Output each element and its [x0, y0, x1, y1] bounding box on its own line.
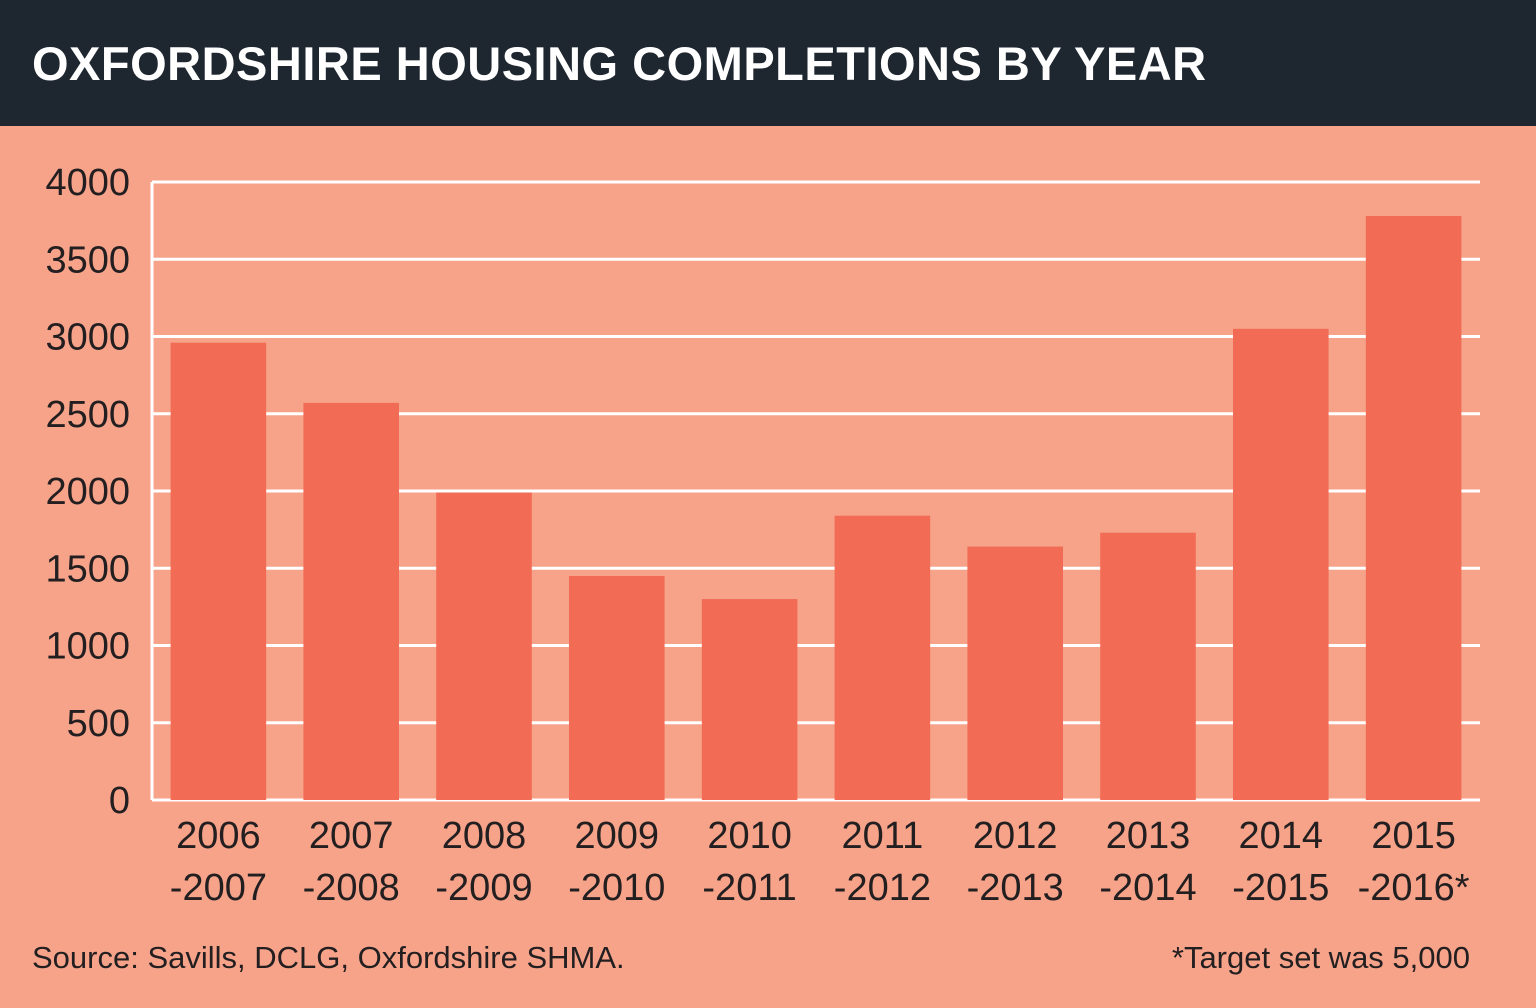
x-tick-label-line: 2009	[575, 815, 660, 857]
x-tick-label: 2008 -2009	[435, 815, 532, 909]
bar-2014	[1233, 328, 1329, 800]
bar-2013	[1100, 532, 1196, 800]
y-tick-label: 1000	[45, 626, 130, 668]
x-tick-label-line: 2015	[1371, 815, 1456, 857]
bar-2008	[436, 492, 532, 800]
x-tick-label: 2011 -2012	[834, 815, 931, 909]
x-tick-label: 2015 -2016*	[1358, 815, 1470, 909]
x-tick-label-line: 2007	[309, 815, 394, 857]
x-tick-label: 2013 -2014	[1099, 815, 1196, 909]
y-tick-label: 2500	[45, 394, 130, 436]
x-tick-label-line: 2012	[973, 815, 1058, 857]
x-tick-label-line: -2011	[702, 867, 796, 909]
x-tick-label: 2007 -2008	[303, 815, 400, 909]
x-tick-label-line: 2011	[842, 815, 924, 857]
chart-title: OXFORDSHIRE HOUSING COMPLETIONS BY YEAR	[32, 37, 1207, 90]
x-tick-label-line: 2013	[1106, 815, 1191, 857]
x-tick-label-line: -2013	[967, 867, 1064, 909]
source-note: Source: Savills, DCLG, Oxfordshire SHMA.	[32, 940, 625, 975]
x-tick-label: 2014 -2015	[1232, 815, 1329, 909]
x-tick-label-line: -2014	[1099, 867, 1196, 909]
y-tick-label: 4000	[45, 162, 130, 204]
x-tick-label: 2012 -2013	[967, 815, 1064, 909]
bar-chart: 0 500 1000 1500 2000 2500 3000 3500 4000 2006 -20…	[45, 162, 1480, 909]
y-tick-label: 1500	[45, 548, 130, 590]
y-tick-label: 0	[109, 780, 130, 822]
y-tick-label: 500	[67, 703, 130, 745]
bar-2012	[967, 546, 1063, 800]
bar-2011	[834, 515, 931, 800]
x-tick-label-line: -2012	[834, 867, 931, 909]
x-axis-category-labels: 2006 -2007 2007 -2008 2008 -2009 2009 -2010 2010…	[170, 815, 1470, 909]
x-tick-label-line: -2016*	[1358, 867, 1470, 909]
bar-2015	[1365, 216, 1462, 800]
x-tick-label-line: -2009	[435, 867, 532, 909]
x-tick-label-line: -2010	[568, 867, 665, 909]
x-tick-label-line: -2008	[303, 867, 400, 909]
y-axis-tick-labels: 0 500 1000 1500 2000 2500 3000 3500 4000	[45, 162, 130, 822]
x-tick-label-line: 2006	[176, 815, 261, 857]
x-tick-label-line: 2010	[707, 815, 792, 857]
target-footnote: *Target set was 5,000	[1171, 940, 1470, 975]
bar-2009	[569, 576, 665, 800]
bars	[170, 216, 1462, 800]
y-tick-label: 3500	[45, 239, 130, 281]
x-tick-label: 2010 -2011	[702, 815, 796, 909]
bar-2010	[701, 599, 798, 800]
x-tick-label-line: 2014	[1239, 815, 1324, 857]
bar-2006	[170, 342, 267, 800]
bar-2007	[303, 402, 399, 800]
y-tick-label: 3000	[45, 317, 130, 359]
x-tick-label-line: -2007	[170, 867, 267, 909]
header-bar: OXFORDSHIRE HOUSING COMPLETIONS BY YEAR	[0, 0, 1536, 126]
x-tick-label-line: 2008	[442, 815, 527, 857]
x-tick-label: 2009 -2010	[568, 815, 665, 909]
y-tick-label: 2000	[45, 471, 130, 513]
x-tick-label-line: -2015	[1232, 867, 1329, 909]
x-tick-label: 2006 -2007	[170, 815, 267, 909]
